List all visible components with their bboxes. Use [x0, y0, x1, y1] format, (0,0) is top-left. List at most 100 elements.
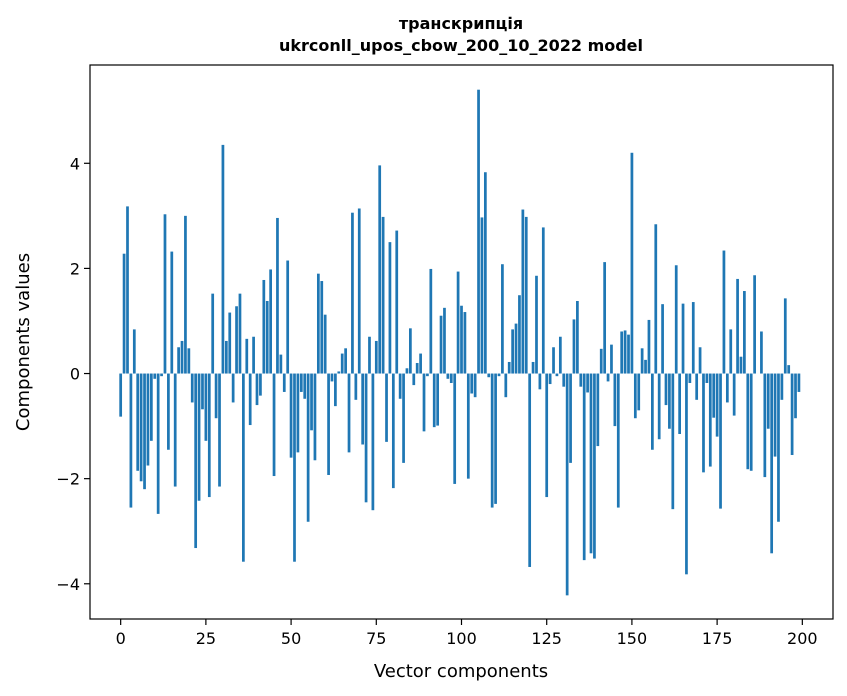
- bar-3: [129, 373, 133, 508]
- bar-11: [156, 373, 160, 514]
- bar-53: [299, 373, 303, 392]
- bar-174: [712, 373, 716, 418]
- bar-135: [579, 373, 583, 387]
- bar-95: [443, 307, 446, 374]
- bar-42: [262, 279, 266, 374]
- bar-105: [477, 89, 480, 374]
- bar-115: [511, 329, 514, 374]
- bar-108: [487, 373, 491, 378]
- bar-110: [494, 373, 497, 504]
- bar-136: [582, 373, 586, 561]
- y-tick-label--4: −4: [56, 575, 80, 594]
- bar-179: [729, 329, 733, 374]
- bar-90: [426, 373, 429, 377]
- bar-96: [446, 373, 450, 379]
- bar-10: [153, 373, 157, 379]
- bar-17: [177, 347, 180, 374]
- bar-146: [616, 373, 620, 508]
- chart-title-line-1: транскрипція: [399, 14, 523, 33]
- bar-99: [456, 271, 460, 374]
- bar-62: [330, 373, 334, 382]
- x-tick-label-200: 200: [787, 629, 818, 648]
- bar-173: [708, 373, 712, 467]
- bar-190: [766, 373, 770, 429]
- y-axis-ticks: −4 −2 0 2 4: [56, 154, 90, 594]
- y-tick-label--2: −2: [56, 470, 80, 489]
- x-tick-label-175: 175: [702, 629, 733, 648]
- bar-164: [678, 373, 681, 434]
- bar-47: [279, 354, 283, 374]
- bar-84: [405, 368, 409, 374]
- bar-67: [347, 373, 351, 453]
- bar-111: [497, 373, 501, 377]
- bar-172: [705, 373, 709, 383]
- y-tick-label-4: 4: [70, 154, 80, 173]
- x-tick-label-50: 50: [281, 629, 301, 648]
- bar-191: [770, 373, 774, 554]
- bar-188: [760, 331, 763, 374]
- bar-80: [391, 373, 395, 489]
- bar-177: [722, 250, 726, 374]
- bar-138: [589, 373, 593, 554]
- bar-142: [603, 262, 607, 374]
- bar-36: [242, 373, 245, 562]
- bar-65: [340, 353, 344, 374]
- bar-180: [732, 373, 736, 416]
- bar-83: [402, 373, 405, 463]
- bar-143: [606, 373, 610, 382]
- bar-199: [797, 373, 801, 392]
- bar-12: [160, 373, 163, 377]
- bar-197: [790, 373, 794, 456]
- bar-181: [736, 278, 739, 374]
- bar-50: [289, 373, 293, 458]
- bars-group: [119, 89, 801, 596]
- bar-79: [388, 242, 392, 374]
- bar-76: [378, 165, 382, 374]
- bar-25: [204, 373, 208, 441]
- bar-168: [691, 302, 695, 374]
- bar-189: [763, 373, 767, 478]
- bar-157: [654, 224, 658, 374]
- bar-153: [640, 348, 644, 374]
- bar-114: [507, 361, 511, 374]
- bar-148: [623, 330, 627, 374]
- bar-43: [265, 301, 269, 374]
- bar-16: [173, 373, 177, 487]
- bar-77: [381, 216, 385, 374]
- bar-88: [419, 353, 422, 374]
- bar-31: [224, 340, 228, 374]
- bar-38: [248, 373, 252, 426]
- bar-145: [613, 373, 617, 427]
- bar-45: [272, 373, 276, 477]
- bar-87: [415, 363, 419, 374]
- bar-19: [184, 215, 187, 374]
- bar-119: [524, 216, 528, 374]
- bar-175: [715, 373, 719, 437]
- bar-18: [180, 340, 184, 374]
- y-tick-label-0: 0: [70, 365, 80, 384]
- bar-63: [334, 373, 337, 407]
- bar-112: [501, 264, 504, 374]
- bar-58: [316, 273, 320, 374]
- bar-118: [521, 209, 525, 374]
- bar-147: [620, 331, 624, 374]
- bar-126: [548, 373, 552, 385]
- bar-44: [269, 269, 272, 374]
- chart-title-line-2: ukrconll_upos_cbow_200_10_2022 model: [279, 36, 643, 55]
- x-axis-ticks: 0 25 50 75 100 125 150 175 200: [116, 619, 818, 648]
- bar-167: [688, 373, 692, 383]
- bar-59: [320, 281, 324, 374]
- bar-24: [201, 373, 204, 410]
- bar-39: [252, 336, 255, 374]
- bar-14: [167, 373, 170, 450]
- bar-176: [719, 373, 722, 509]
- bar-122: [535, 275, 538, 374]
- bar-121: [531, 361, 535, 374]
- bar-198: [794, 373, 797, 419]
- bar-154: [644, 359, 647, 374]
- bar-33: [231, 373, 235, 403]
- bar-184: [746, 373, 750, 470]
- bar-5: [136, 373, 140, 471]
- bar-195: [783, 298, 787, 374]
- bar-34: [235, 306, 238, 374]
